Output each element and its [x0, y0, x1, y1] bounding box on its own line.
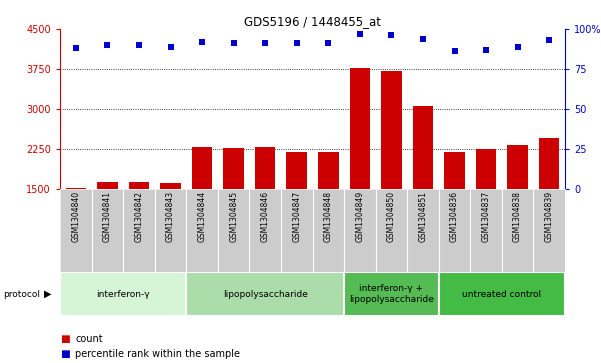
Text: ▶: ▶: [44, 289, 51, 299]
Text: interferon-γ +
lipopolysaccharide: interferon-γ + lipopolysaccharide: [349, 284, 434, 304]
Text: GSM1304840: GSM1304840: [72, 191, 81, 242]
Bar: [344, 272, 439, 316]
Bar: [381, 70, 401, 189]
Point: [197, 39, 207, 45]
Point: [260, 41, 270, 46]
Bar: [539, 138, 560, 189]
Bar: [444, 152, 465, 189]
Text: GSM1304843: GSM1304843: [166, 191, 175, 242]
Point: [513, 44, 522, 49]
Point: [292, 41, 302, 46]
Bar: [476, 148, 496, 189]
Bar: [350, 68, 370, 189]
Bar: [160, 183, 181, 189]
Text: GSM1304839: GSM1304839: [545, 191, 554, 242]
Text: ■: ■: [60, 334, 70, 344]
Text: untreated control: untreated control: [462, 290, 542, 298]
Point: [386, 33, 396, 38]
Bar: [318, 152, 338, 189]
Point: [134, 42, 144, 48]
Text: GSM1304842: GSM1304842: [135, 191, 144, 242]
Text: GSM1304837: GSM1304837: [481, 191, 490, 242]
Text: GSM1304845: GSM1304845: [229, 191, 238, 242]
Point: [166, 44, 175, 49]
Point: [103, 42, 112, 48]
Text: GSM1304844: GSM1304844: [198, 191, 207, 242]
Point: [481, 47, 491, 53]
Bar: [192, 147, 212, 189]
Text: GSM1304849: GSM1304849: [355, 191, 364, 242]
Text: GSM1304841: GSM1304841: [103, 191, 112, 242]
Bar: [413, 106, 433, 189]
Bar: [97, 182, 118, 189]
Bar: [129, 182, 149, 189]
Text: GSM1304848: GSM1304848: [324, 191, 333, 242]
Point: [323, 41, 333, 46]
Point: [450, 49, 459, 54]
Point: [71, 45, 81, 51]
Point: [355, 31, 365, 37]
Bar: [66, 188, 86, 189]
Bar: [507, 145, 528, 189]
Bar: [287, 152, 307, 189]
Bar: [60, 272, 186, 316]
Text: GSM1304846: GSM1304846: [261, 191, 270, 242]
Bar: [255, 147, 275, 189]
Text: GSM1304847: GSM1304847: [292, 191, 301, 242]
Point: [545, 37, 554, 43]
Text: GSM1304850: GSM1304850: [387, 191, 396, 242]
Text: GSM1304851: GSM1304851: [418, 191, 427, 242]
Text: GSM1304838: GSM1304838: [513, 191, 522, 242]
Bar: [186, 272, 344, 316]
Text: ■: ■: [60, 349, 70, 359]
Point: [418, 36, 428, 41]
Title: GDS5196 / 1448455_at: GDS5196 / 1448455_at: [244, 15, 381, 28]
Text: percentile rank within the sample: percentile rank within the sample: [75, 349, 240, 359]
Text: GSM1304836: GSM1304836: [450, 191, 459, 242]
Text: protocol: protocol: [3, 290, 40, 298]
Bar: [224, 148, 244, 189]
Text: lipopolysaccharide: lipopolysaccharide: [223, 290, 308, 298]
Point: [229, 41, 239, 46]
Text: interferon-γ: interferon-γ: [96, 290, 150, 298]
Text: count: count: [75, 334, 103, 344]
Bar: [439, 272, 565, 316]
